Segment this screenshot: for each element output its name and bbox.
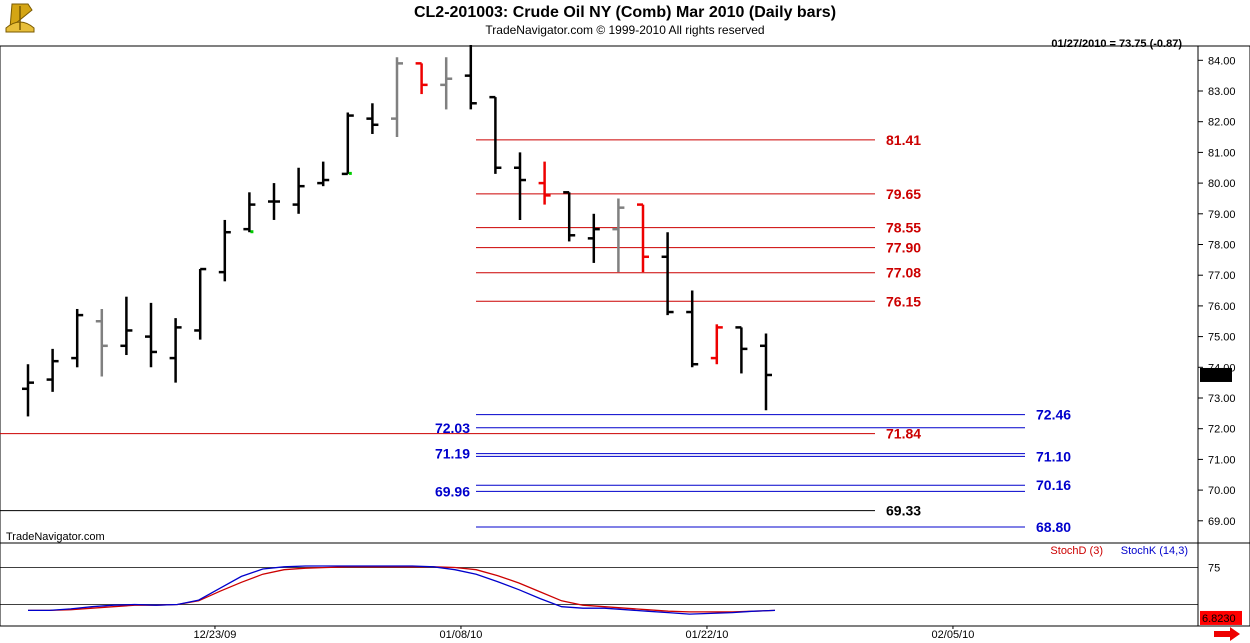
scroll-right-arrow-icon[interactable] [1214, 627, 1240, 641]
signal-marker [250, 230, 254, 234]
current-price-box [1200, 367, 1232, 382]
level-label: 71.84 [886, 426, 921, 442]
support-resistance-levels: 81.41 79.65 78.55 77.90 77.08 76.15 72.46 72.03… [0, 132, 1071, 535]
level-label: 71.10 [1036, 448, 1071, 464]
current-price-label: 73.75 [1202, 370, 1230, 382]
level-label: 69.96 [435, 483, 470, 499]
y-tick-label: 77.00 [1208, 270, 1236, 282]
y-tick-label: 69.00 [1208, 516, 1236, 528]
signal-marker [348, 171, 352, 175]
y-tick-label: 80.00 [1208, 178, 1236, 190]
price-axis-frame [1197, 45, 1250, 544]
stochastic-axis: 75 6.8230 [1200, 563, 1242, 625]
stochastic-lines [0, 565, 1198, 615]
legend-stoch-d: StochD (3) [1050, 545, 1103, 557]
date-axis: 12/23/09 01/08/10 01/22/10 02/05/10 [194, 626, 975, 641]
chart-subtitle: TradeNavigator.com © 1999-2010 All right… [485, 23, 764, 37]
stochastic-series-line [28, 565, 776, 615]
ohlc-bars [22, 44, 772, 417]
y-tick-label: 84.00 [1208, 55, 1236, 67]
y-tick-label: 78.00 [1208, 240, 1236, 252]
x-tick-label: 02/05/10 [932, 629, 975, 641]
level-label: 77.08 [886, 265, 921, 281]
level-label: 68.80 [1036, 519, 1071, 535]
level-label: 78.55 [886, 220, 921, 236]
x-tick-label: 01/08/10 [440, 629, 483, 641]
y-tick-label: 72.00 [1208, 424, 1236, 436]
stochastic-panel-frame [0, 542, 1199, 627]
x-tick-label: 01/22/10 [686, 629, 729, 641]
level-label: 72.03 [435, 420, 470, 436]
stochastic-value-box [1200, 610, 1242, 625]
level-label: 70.16 [1036, 477, 1071, 493]
level-label: 69.33 [886, 503, 921, 519]
level-label: 72.46 [1036, 407, 1071, 423]
stochastic-value-label: 6.8230 [1202, 613, 1236, 625]
y-tick-label: 70.00 [1208, 485, 1236, 497]
level-label: 76.15 [886, 293, 921, 309]
last-price-info: 01/27/2010 = 73.75 (-0.87) [1051, 38, 1182, 50]
level-label: 81.41 [886, 132, 921, 148]
y-tick-label: 76.00 [1208, 301, 1236, 313]
current-price-badge: 73.75 [1200, 367, 1232, 382]
price-panel-frame [0, 45, 1199, 544]
level-label: 79.65 [886, 186, 921, 202]
legend-stoch-k: StochK (14,3) [1121, 545, 1188, 557]
x-tick-label: 12/23/09 [194, 629, 237, 641]
stochastic-tick-label: 75 [1208, 563, 1220, 575]
sextant-logo-icon [5, 3, 35, 33]
level-label: 77.90 [886, 240, 921, 256]
y-tick-label: 73.00 [1208, 393, 1236, 405]
y-tick-label: 79.00 [1208, 209, 1236, 221]
y-tick-label: 83.00 [1208, 86, 1236, 98]
y-tick-label: 75.00 [1208, 332, 1236, 344]
chart-title: CL2-201003: Crude Oil NY (Comb) Mar 2010… [414, 4, 836, 21]
y-tick-label: 71.00 [1208, 454, 1236, 466]
watermark: TradeNavigator.com [6, 531, 105, 543]
y-tick-label: 81.00 [1208, 147, 1236, 159]
y-tick-label: 82.00 [1208, 117, 1236, 129]
level-label: 71.19 [435, 446, 470, 462]
